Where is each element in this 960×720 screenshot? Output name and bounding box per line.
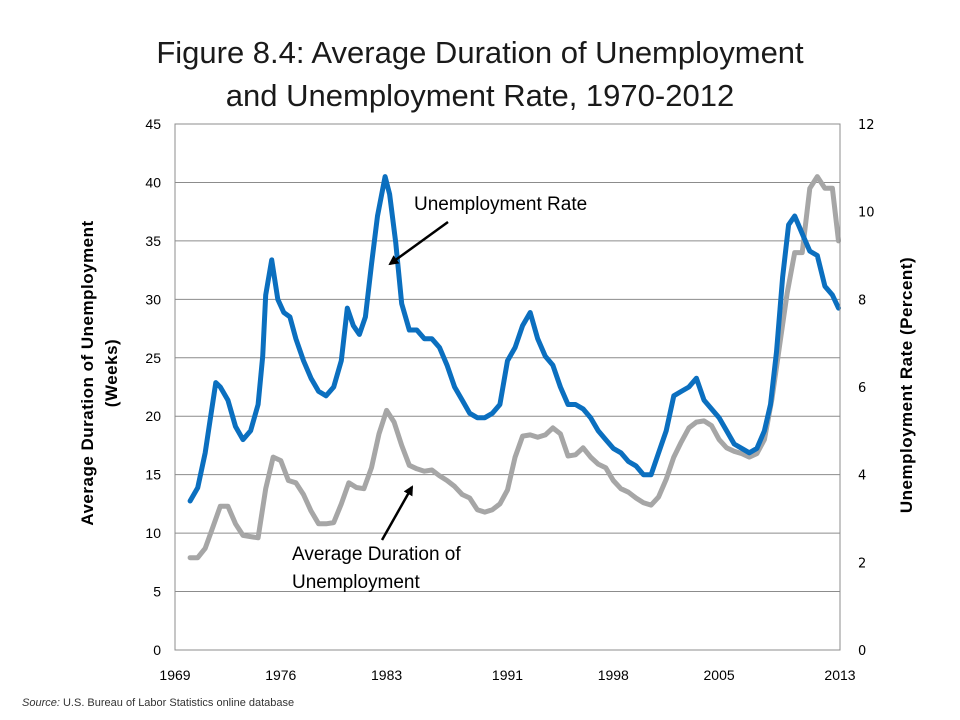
chart-title-line-1: Figure 8.4: Average Duration of Unemploy… xyxy=(156,35,804,70)
right-axis-title: Unemployment Rate (Percent) xyxy=(897,257,916,513)
annotation-duration-line-1: Average Duration of xyxy=(292,544,461,565)
source-label: Source: xyxy=(22,697,60,709)
x-tick-label: 1991 xyxy=(492,667,523,683)
left-axis-ticks: 0 5 10 15 20 25 30 35 40 45 xyxy=(145,116,161,658)
left-axis-title-line-2: (Weeks) xyxy=(102,339,121,407)
left-tick-label: 20 xyxy=(145,408,161,424)
plot-area-frame xyxy=(174,123,841,651)
right-tick-label: 2 xyxy=(858,556,866,571)
horizontal-gridlines xyxy=(175,123,840,593)
right-tick-label: 10 xyxy=(858,206,875,221)
x-tick-label: 2013 xyxy=(824,667,855,683)
left-tick-label: 45 xyxy=(145,116,161,132)
left-tick-label: 25 xyxy=(145,350,161,366)
annotation-unemployment-rate: Unemployment Rate xyxy=(414,194,587,215)
x-tick-label: 1969 xyxy=(159,667,190,683)
annotation-arrow-duration xyxy=(380,485,414,541)
right-tick-label: 12 xyxy=(858,118,875,133)
x-tick-label: 2005 xyxy=(704,667,735,683)
left-tick-label: 30 xyxy=(145,291,161,307)
chart-title-line-2: and Unemployment Rate, 1970-2012 xyxy=(225,78,735,113)
left-tick-label: 15 xyxy=(145,467,161,483)
source-text: U.S. Bureau of Labor Statistics online d… xyxy=(62,697,295,709)
left-tick-label: 35 xyxy=(145,233,161,249)
annotation-duration-line-2: Unemployment xyxy=(292,572,420,593)
left-tick-label: 5 xyxy=(153,584,161,600)
left-tick-label: 0 xyxy=(153,642,161,658)
left-tick-label: 10 xyxy=(145,525,161,541)
right-tick-label: 8 xyxy=(858,293,866,308)
source-note: Source: U.S. Bureau of Labor Statistics … xyxy=(22,697,294,709)
x-tick-label: 1998 xyxy=(598,667,629,683)
series-layer xyxy=(187,174,841,561)
average-duration-line xyxy=(187,174,841,561)
left-axis-title-line-1: Average Duration of Unemployment xyxy=(78,220,97,525)
x-tick-label: 1983 xyxy=(371,667,402,683)
right-tick-label: 6 xyxy=(858,381,866,396)
right-axis-ticks: 0 2 4 6 8 10 12 xyxy=(858,118,875,659)
unemployment-rate-line xyxy=(187,174,841,504)
right-tick-label: 4 xyxy=(858,469,866,484)
x-tick-label: 1976 xyxy=(265,667,296,683)
x-axis-ticks: 1969 1976 1983 1991 1998 2005 2013 xyxy=(159,667,855,683)
left-tick-label: 40 xyxy=(145,174,161,190)
right-tick-label: 0 xyxy=(858,644,866,659)
annotation-arrow-unemployment-rate xyxy=(388,220,449,266)
